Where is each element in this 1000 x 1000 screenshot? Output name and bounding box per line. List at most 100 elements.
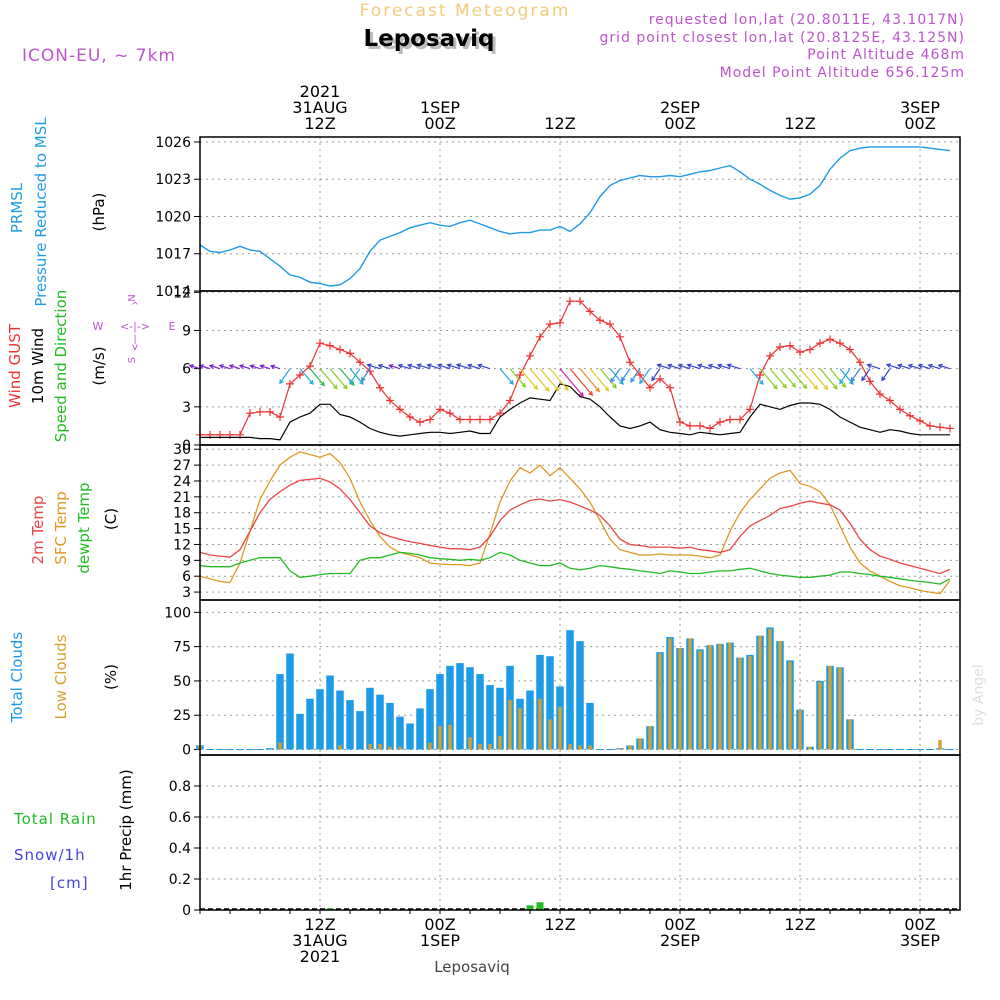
total-cloud-bar (426, 689, 434, 750)
wind-arrow-head (839, 379, 844, 385)
wind-arrow (499, 368, 514, 385)
wind-arrow (447, 364, 461, 370)
info-requested: requested lon,lat (20.8011E, 43.1017N) (649, 12, 965, 28)
total-cloud-bar (396, 716, 404, 750)
wind-arrow (651, 368, 661, 381)
wind-arrow-head (841, 382, 847, 388)
wind-arrow-head (610, 377, 615, 383)
bottom-time-label: 00Z (424, 915, 455, 934)
gust-marker (536, 332, 544, 341)
panel-border (199, 136, 961, 292)
rain-bar (526, 905, 534, 910)
total-cloud-bar (546, 656, 554, 750)
gust-marker (866, 377, 874, 386)
y-tick-label: 0.8 (169, 779, 191, 795)
cloud-unit: (%) (102, 664, 120, 690)
gust-marker (316, 339, 324, 348)
wind-arrow (427, 364, 441, 370)
wind-side-labels: Wind GUST 10m Wind Speed and Direction (… (6, 290, 176, 443)
wind-arrow-head (466, 363, 473, 369)
low-cloud-bar (798, 709, 802, 750)
wind-arrow-head (612, 383, 617, 389)
wind-arrow-head (707, 363, 713, 369)
wind-arrow-head (802, 384, 808, 390)
temp-2m-line (199, 477, 951, 575)
wind-arrow (519, 368, 538, 390)
wind-arrow (260, 365, 271, 370)
wind-arrow (467, 364, 481, 370)
gust-marker (376, 383, 384, 392)
gust-marker (296, 371, 304, 379)
gust-marker (886, 396, 894, 405)
total-cloud-bar (336, 690, 344, 750)
top-time-label: 12Z (544, 114, 575, 133)
gust-marker (776, 343, 784, 351)
wind-arrow-head (269, 364, 276, 370)
info-grid-point: grid point closest lon,lat (20.8125E, 43… (599, 30, 965, 46)
wind-arrow (189, 364, 201, 370)
gust-marker (836, 339, 844, 348)
panel-border (199, 444, 961, 601)
low-cloud-bar (668, 638, 672, 750)
gust-marker (276, 413, 284, 421)
gust-marker (326, 341, 334, 350)
low-cloud-bar (508, 700, 512, 750)
wind-label-10m: 10m Wind (29, 328, 47, 404)
wind-arrow-head (208, 364, 214, 369)
total-cloud-bar (526, 690, 534, 750)
low-cloud-bar (658, 653, 662, 750)
gust-marker (256, 407, 264, 416)
wind-arrow (861, 368, 871, 381)
total-cloud-bar (366, 687, 374, 750)
wind-arrow-head (595, 387, 601, 393)
y-tick-label: 9 (182, 553, 191, 569)
pressure-panel: 1014 1017 1020 1023 1026 (155, 135, 960, 300)
wind-arrow (239, 364, 251, 370)
gust-marker (596, 316, 604, 325)
wind-arrow (209, 364, 221, 370)
wind-arrow-head (782, 383, 787, 389)
wind-arrow-head (588, 391, 594, 397)
gust-marker (396, 405, 404, 414)
chart-subtitle: Forecast Meteogram (360, 1, 571, 21)
total-cloud-bar (376, 694, 384, 750)
gust-marker (546, 320, 554, 329)
wind-arrow-head (716, 363, 723, 369)
wind-arrow (378, 364, 391, 370)
y-tick-label: 24 (173, 474, 191, 490)
gust-marker (666, 383, 674, 392)
compass-s-arrow: v (132, 342, 138, 353)
low-cloud-bar (678, 648, 682, 750)
wind-arrow (349, 368, 361, 384)
gust-marker (656, 374, 664, 383)
y-tick-label: 18 (173, 506, 191, 522)
wind-arrow (199, 364, 211, 370)
chart-title-shadow: Leposaviq (366, 29, 497, 55)
wind-arrow (799, 368, 818, 390)
precip-label-cm: [cm] (50, 874, 89, 892)
gust-marker (736, 415, 744, 424)
top-time-label: 3SEP (900, 98, 940, 117)
gust-marker (366, 367, 374, 376)
gust-marker (406, 413, 414, 421)
wind-arrow-head (849, 380, 854, 386)
wind-arrow-head (446, 363, 452, 369)
wind-arrow-head (188, 364, 194, 369)
wind-arrow (789, 368, 807, 389)
pressure-line (199, 146, 951, 287)
gust-marker (386, 396, 394, 405)
gust-marker (676, 418, 684, 427)
wind-arrow (407, 364, 421, 370)
wind-arrow-head (360, 376, 366, 382)
wind-arrow-head (759, 380, 764, 386)
top-time-label: 12Z (784, 114, 815, 133)
model-label: ICON-EU, ~ 7km (22, 46, 176, 66)
top-time-label: 00Z (424, 114, 455, 133)
precip-label-snow: Snow/1h (14, 846, 86, 864)
low-cloud-bar (848, 719, 852, 750)
wind-arrow (678, 364, 691, 370)
wind-arrow (250, 365, 261, 370)
bottom-time-label: 3SEP (900, 931, 940, 950)
gust-marker (466, 415, 474, 424)
wind-arrow-head (476, 363, 483, 369)
